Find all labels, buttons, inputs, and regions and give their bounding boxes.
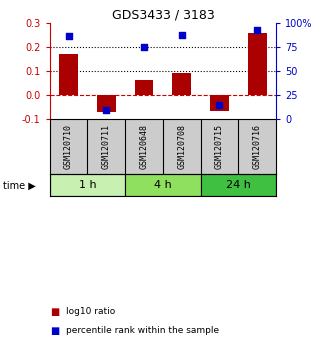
Text: 1 h: 1 h — [79, 180, 96, 190]
Bar — [172, 73, 191, 95]
Bar — [210, 95, 229, 111]
Title: GDS3433 / 3183: GDS3433 / 3183 — [111, 9, 214, 22]
Bar — [59, 54, 78, 95]
Text: GSM120711: GSM120711 — [102, 124, 111, 169]
Point — [66, 33, 71, 38]
Text: 24 h: 24 h — [226, 180, 251, 190]
Bar — [201, 174, 276, 196]
Point — [142, 44, 147, 50]
Bar — [248, 33, 267, 95]
Text: GSM120716: GSM120716 — [253, 124, 262, 169]
Bar — [125, 174, 201, 196]
Point — [217, 102, 222, 108]
Text: GSM120648: GSM120648 — [140, 124, 149, 169]
Text: ■: ■ — [50, 326, 59, 336]
Point — [255, 27, 260, 33]
Text: 4 h: 4 h — [154, 180, 172, 190]
Text: GSM120715: GSM120715 — [215, 124, 224, 169]
Text: GSM120708: GSM120708 — [177, 124, 186, 169]
Text: ■: ■ — [50, 307, 59, 316]
Point — [179, 32, 184, 38]
Bar — [134, 80, 153, 95]
Text: GSM120710: GSM120710 — [64, 124, 73, 169]
Bar — [50, 174, 125, 196]
Text: percentile rank within the sample: percentile rank within the sample — [66, 326, 219, 336]
Text: time ▶: time ▶ — [3, 180, 36, 190]
Point — [104, 107, 109, 113]
Text: log10 ratio: log10 ratio — [66, 307, 115, 316]
Bar — [97, 95, 116, 112]
